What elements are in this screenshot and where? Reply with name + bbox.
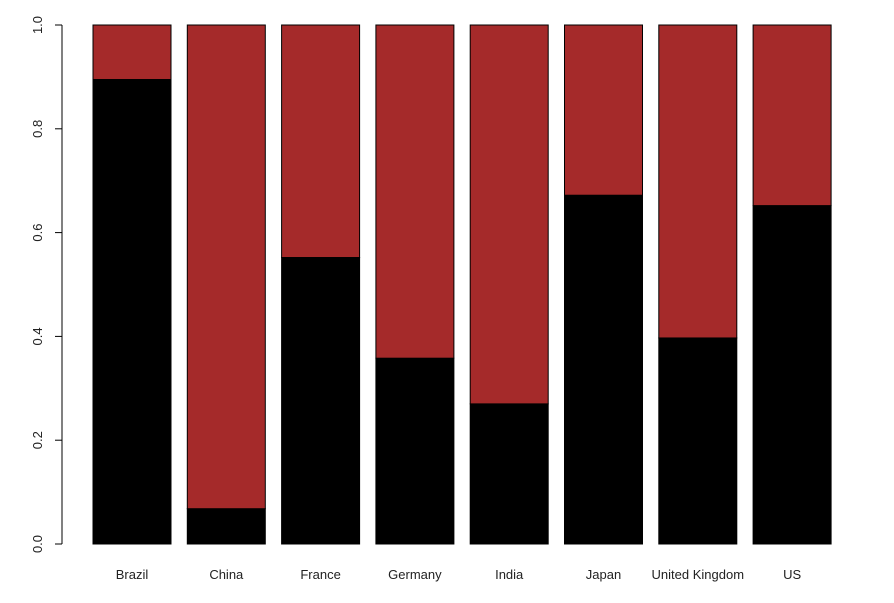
bars [92,24,832,545]
y-tick-label: 1.0 [30,16,45,34]
y-tick-label: 0.2 [30,431,45,449]
bar-segment-1 [281,257,361,545]
bar-segment-2 [564,24,643,196]
bar-segment-1 [186,508,266,545]
bar-segment-2 [92,24,172,80]
y-tick-label: 0.0 [30,535,45,553]
bar-segment-2 [752,24,832,207]
bar-segment-2 [186,24,266,510]
y-tick-label: 0.6 [30,224,45,242]
bar-segment-1 [469,403,549,545]
bar-segment-1 [752,205,832,545]
y-axis: 0.0 0.2 0.4 0.6 0.8 1.0 [30,16,63,553]
bar-segment-1 [375,357,455,545]
x-category-label: United Kingdom [652,567,745,582]
bar-segment-1 [92,78,172,545]
x-category-label: US [783,567,801,582]
x-category-label: France [300,567,340,582]
bar-segment-1 [658,337,738,545]
bar-segment-2 [469,24,549,405]
y-tick-label: 0.8 [30,120,45,138]
bar-segment-1 [564,194,643,545]
bar-segment-2 [281,24,361,259]
x-category-label: Japan [586,567,621,582]
x-category-label: China [209,567,244,582]
x-category-label: Germany [388,567,442,582]
bar-segment-2 [375,24,455,359]
bar-segment-2 [658,24,738,339]
y-tick-label: 0.4 [30,327,45,345]
x-axis-labels: Brazil China France Germany India Japan United… [116,567,802,582]
x-category-label: India [495,567,524,582]
x-category-label: Brazil [116,567,149,582]
